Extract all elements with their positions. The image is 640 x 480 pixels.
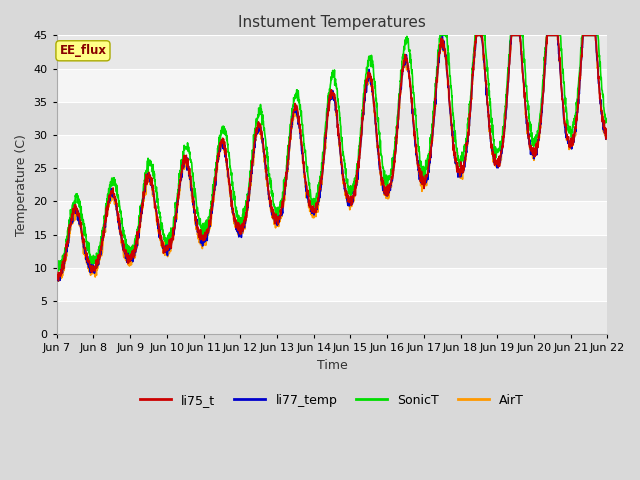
Bar bbox=[57, 268, 607, 301]
X-axis label: Time: Time bbox=[317, 359, 348, 372]
Legend: li75_t, li77_temp, SonicT, AirT: li75_t, li77_temp, SonicT, AirT bbox=[135, 389, 529, 411]
Bar bbox=[57, 168, 607, 201]
Bar bbox=[57, 69, 607, 102]
Bar bbox=[57, 201, 607, 235]
Bar bbox=[57, 36, 607, 69]
Bar bbox=[57, 102, 607, 135]
Bar bbox=[57, 235, 607, 268]
Y-axis label: Temperature (C): Temperature (C) bbox=[15, 134, 28, 236]
Title: Instument Temperatures: Instument Temperatures bbox=[238, 15, 426, 30]
Bar bbox=[57, 135, 607, 168]
Text: EE_flux: EE_flux bbox=[60, 44, 106, 57]
Bar bbox=[57, 301, 607, 334]
